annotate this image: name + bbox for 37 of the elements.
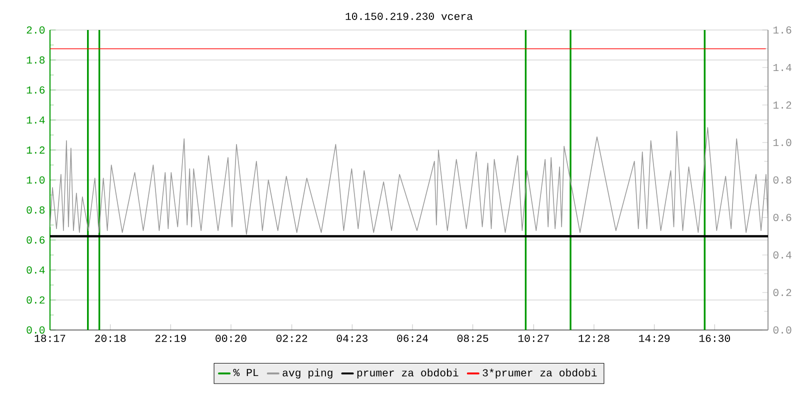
- y-tick-label: 0.8: [26, 206, 45, 214]
- x-tick-label: 02:22: [276, 334, 308, 342]
- y-tick-label: 1.8: [26, 56, 45, 64]
- y-tick-label: 0.2: [26, 296, 45, 304]
- y-tick-label: 2.0: [26, 26, 45, 34]
- x-tick-label: 16:30: [699, 334, 730, 342]
- x-tick-label: 10:27: [518, 334, 549, 342]
- legend-label: prumer za obdobi: [357, 368, 458, 379]
- y-tick-label: 1.0: [26, 176, 45, 184]
- y-tick-label: 1.2: [26, 146, 45, 154]
- x-tick-label: 18:17: [34, 334, 66, 342]
- x-tick-label: 20:18: [95, 334, 126, 342]
- y2-tick-label: 0.6: [773, 214, 792, 222]
- x-tick-label: 00:20: [216, 334, 246, 342]
- x-tick-label: 08:25: [457, 334, 488, 342]
- y2-tick-label: 1.4: [773, 64, 792, 72]
- x-tick-label: 14:29: [639, 334, 670, 342]
- x-tick-label: 06:24: [397, 334, 428, 342]
- y2-tick-label: 1.6: [773, 26, 792, 34]
- y-tick-label: 1.6: [26, 86, 45, 94]
- legend-label: 3*prumer za obdobi: [482, 368, 597, 379]
- y-tick-label: 0.4: [26, 266, 45, 274]
- legend-label: % PL: [233, 368, 258, 376]
- y-tick-label: 1.4: [26, 116, 45, 124]
- chart-title: 10.150.219.230 vcera: [346, 12, 473, 20]
- x-tick-label: 04:23: [336, 334, 368, 342]
- x-tick-label: 22:19: [155, 334, 186, 342]
- y2-tick-label: 0.0: [773, 326, 792, 334]
- legend-label: avg ping: [282, 368, 332, 379]
- x-tick-label: 12:28: [578, 334, 610, 342]
- y2-tick-label: 0.8: [773, 176, 792, 184]
- y2-tick-label: 0.2: [773, 288, 792, 296]
- y2-tick-label: 1.2: [773, 101, 792, 109]
- y-tick-label: 0.6: [26, 236, 45, 244]
- y2-tick-label: 1.0: [773, 138, 792, 146]
- y-tick-label: 0.0: [26, 326, 45, 334]
- y2-tick-label: 0.4: [773, 251, 792, 259]
